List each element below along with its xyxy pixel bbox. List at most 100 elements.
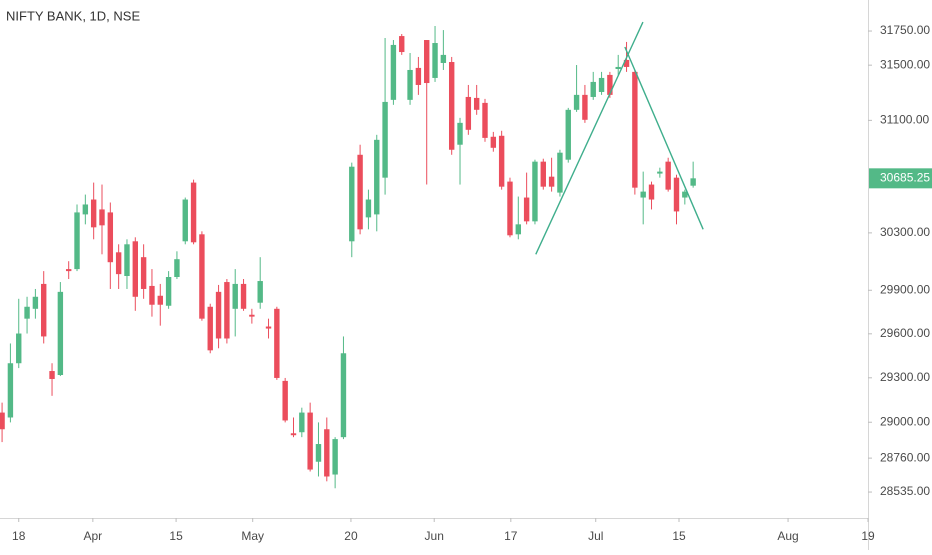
y-tick-label: 30300.00 [880, 225, 930, 239]
candle-body [265, 326, 272, 329]
chart-title: NIFTY BANK, 1D, NSE [6, 8, 140, 23]
candle-body [215, 291, 222, 339]
candle-body [332, 439, 338, 475]
last-price-box [869, 168, 932, 189]
x-tick-label: 18 [12, 529, 26, 543]
candle-body [498, 135, 505, 187]
candle-body [657, 171, 663, 174]
candle-body [307, 412, 313, 470]
candle-body [99, 209, 105, 226]
candle-body [615, 66, 621, 70]
candle-body [457, 122, 463, 145]
candle-body [523, 197, 530, 222]
y-tick-label: 29900.00 [880, 282, 930, 296]
candle-body [124, 244, 130, 276]
candle-body [582, 94, 588, 120]
candle-body [90, 199, 97, 228]
candle-body [290, 433, 297, 436]
plot-area [0, 21, 704, 489]
candle-body [473, 97, 480, 110]
candle-body [207, 306, 213, 351]
candle-body [132, 241, 138, 297]
x-tick-label: 17 [504, 529, 518, 543]
candle-body [690, 178, 696, 186]
candle-body [299, 412, 305, 433]
candle-body [490, 136, 497, 148]
candle-body [357, 154, 363, 230]
y-tick-label: 28760.00 [880, 450, 930, 464]
candle-body [482, 102, 488, 138]
candle-body [140, 257, 147, 289]
candle-body [65, 269, 72, 272]
trend-line [624, 46, 704, 230]
trend-line [535, 21, 644, 255]
x-tick-label: 20 [344, 529, 358, 543]
candle-body [382, 101, 388, 178]
candle-body [24, 306, 30, 319]
candle-body [390, 44, 397, 100]
candle-body [315, 444, 322, 462]
candle-body [182, 199, 188, 242]
candle-body [174, 259, 180, 278]
candle-body [190, 182, 197, 243]
candle-body [590, 81, 596, 97]
candle-body [507, 181, 513, 236]
candle-body [257, 281, 263, 303]
candle-body [465, 96, 472, 130]
y-tick-label: 31750.00 [880, 23, 930, 37]
candle-body [16, 333, 22, 364]
x-tick-label: Jun [425, 529, 444, 543]
y-tick-label: 29600.00 [880, 326, 930, 340]
candle-body [324, 429, 330, 477]
candle-body [623, 59, 630, 67]
candle-body [74, 212, 80, 270]
candle-body [565, 109, 571, 160]
candle-body [607, 74, 613, 95]
x-tick-label: Aug [777, 529, 798, 543]
candle-body [149, 285, 155, 305]
candle-body [640, 191, 646, 198]
y-tick-label: 29300.00 [880, 370, 930, 384]
candle-body [548, 176, 555, 187]
candle-body [41, 283, 47, 337]
x-tick-label: 15 [169, 529, 183, 543]
candle-body [107, 212, 114, 263]
candle-body [157, 295, 163, 305]
candle-body [49, 371, 55, 379]
candle-body [424, 40, 430, 84]
candle-body [399, 36, 405, 53]
candle-body [7, 363, 14, 418]
candle-body [407, 69, 413, 100]
candle-body [665, 161, 671, 190]
candle-body [232, 283, 238, 309]
candle-body [415, 67, 422, 85]
candle-body [282, 380, 288, 421]
candle-body [598, 77, 605, 92]
y-tick-label: 28535.00 [880, 484, 930, 498]
candle-body [0, 412, 5, 430]
x-tick-label: Apr [83, 529, 102, 543]
candle-body [432, 43, 438, 78]
candle-body [240, 283, 247, 309]
candle-body [32, 296, 39, 309]
candle-body [224, 282, 230, 339]
candle-body [349, 166, 355, 242]
x-tick-label: Jul [588, 529, 603, 543]
candle-body [557, 152, 563, 193]
candle-body [199, 234, 205, 319]
y-tick-label: 31500.00 [880, 57, 930, 71]
y-tick-label: 31100.00 [880, 113, 929, 127]
candle-body [340, 353, 347, 438]
x-tick-label: 19 [861, 529, 875, 543]
candle-body [682, 191, 688, 198]
candle-body [115, 252, 122, 275]
candle-body [82, 204, 89, 215]
candle-body [632, 71, 638, 188]
candle-body [573, 94, 580, 110]
candle-body [673, 177, 680, 212]
candle-body [374, 139, 380, 215]
candle-body [249, 314, 255, 317]
